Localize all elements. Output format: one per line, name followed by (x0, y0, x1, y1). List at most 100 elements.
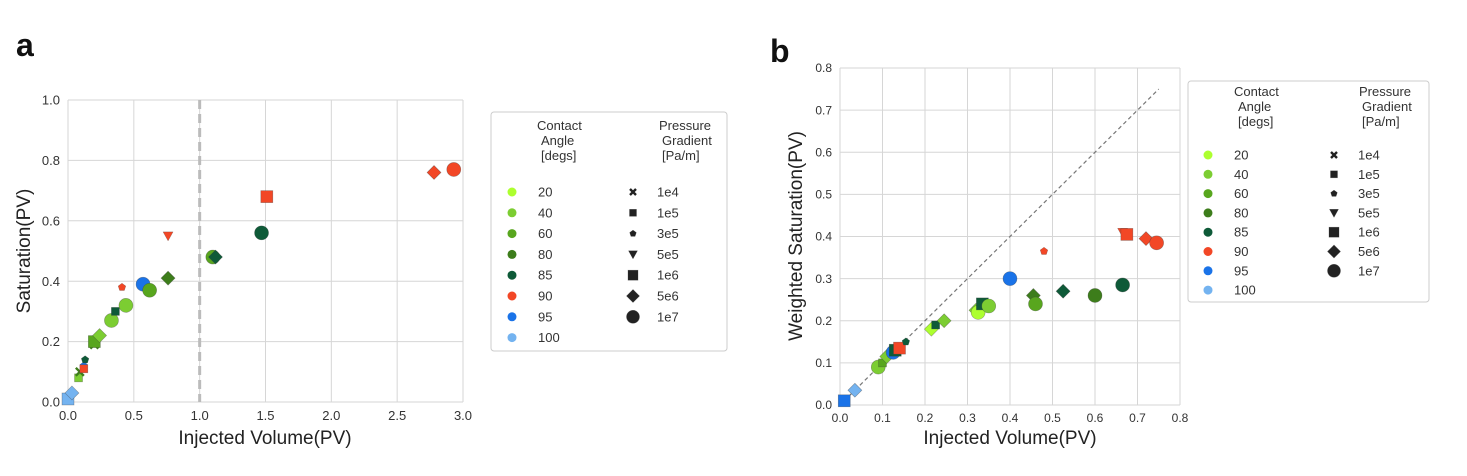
panel-b-x-axis-label: Injected Volume(PV) (923, 428, 1096, 449)
panel-a-legend-angle-header-1: Contact (537, 118, 582, 133)
panel-b-label: b (770, 33, 790, 69)
a-data-point (162, 231, 174, 242)
b-x-tick-label: 0.1 (874, 411, 891, 425)
a-data-point (79, 364, 89, 374)
a-y-tick-label: 0.0 (42, 395, 60, 410)
panel-a-legend-angle-swatch (507, 291, 517, 301)
panel-a-legend-entries: 20 40 60 80 85 90 95 100 1e4 1e5 3e5 5e5 1e6 5e6 1e7 (507, 185, 679, 345)
panel-b-legend-angle-swatch (1203, 247, 1213, 256)
panel-b-legend-angle-label: 95 (1234, 263, 1248, 278)
panel-a-legend: Contact Angle [degs] Pressure Gradient [… (490, 111, 728, 352)
panel-b-legend-angle-label: 85 (1234, 225, 1248, 240)
panel-a-legend-angle-label: 20 (538, 185, 552, 200)
a-x-tick-label: 2.0 (322, 408, 340, 423)
panel-b-legend-angle-label: 60 (1234, 186, 1248, 201)
panel-b-legend-angle-swatch (1203, 208, 1213, 218)
b-x-tick-label: 0.2 (917, 411, 934, 425)
panel-a-legend-angle-label: 85 (538, 268, 552, 283)
b-data-point (981, 298, 997, 314)
panel-b-y-ticks: 0.0 0.1 0.2 0.3 0.4 0.5 0.6 0.7 0.8 (815, 61, 832, 412)
panel-a-legend-pressure-marker (627, 269, 639, 281)
a-y-tick-label: 0.6 (42, 213, 60, 228)
b-data-point (1087, 288, 1103, 303)
b-x-tick-label: 0.4 (1002, 411, 1019, 425)
b-x-tick-label: 0.7 (1129, 411, 1146, 425)
a-data-point (446, 162, 462, 177)
panel-b-legend-pressure-label: 1e7 (1358, 263, 1380, 278)
panel-a-label: a (16, 27, 34, 63)
panel-b-x-ticks: 0.0 0.1 0.2 0.3 0.4 0.5 0.6 0.7 0.8 (832, 411, 1189, 425)
panel-a-legend-angle-swatch (507, 312, 517, 322)
panel-b-legend-pressure-label: 3e5 (1358, 186, 1380, 201)
panel-b-y-axis-label: Weighted Saturation(PV) (786, 131, 807, 341)
panel-a-legend-angle-header-2: Angle (541, 133, 574, 148)
panel-b-legend-pressure-label: 1e5 (1358, 167, 1380, 182)
panel-a-legend-angle-swatch (507, 249, 517, 259)
b-data-point (1002, 271, 1018, 286)
b-x-tick-label: 0.5 (1044, 411, 1061, 425)
panel-b-legend-pressure-header-1: Pressure (1359, 84, 1411, 99)
panel-b-legend-angle-swatch (1203, 266, 1213, 276)
b-data-point (1039, 246, 1049, 255)
a-data-point (208, 249, 223, 265)
b-y-tick-label: 0.6 (815, 145, 832, 159)
panel-b-points (837, 228, 1164, 408)
panel-b-legend-pressure-header-2: Gradient (1362, 99, 1412, 114)
panel-a-y-ticks: 0.0 0.2 0.4 0.6 0.8 1.0 (42, 93, 60, 410)
a-data-point (92, 328, 108, 343)
b-y-tick-label: 0.0 (815, 398, 832, 412)
panel-b-legend-angle-swatch (1203, 285, 1213, 295)
panel-b: b 0.0 0.1 0.2 0.3 0.4 0.5 0.6 0.7 0.8 0.00.10.20… (770, 33, 1189, 449)
b-data-point (1120, 228, 1134, 241)
b-data-point (901, 337, 910, 346)
panel-a-legend-angle-label: 90 (538, 289, 552, 304)
panel-a-legend-pressure-header-1: Pressure (659, 118, 711, 133)
a-data-point (117, 282, 127, 291)
panel-b-legend-pressure-header-3: [Pa/m] (1362, 114, 1400, 129)
b-data-point (936, 313, 952, 329)
a-data-point (142, 282, 157, 298)
a-x-tick-label: 1.0 (191, 408, 209, 423)
panel-b-legend-pressure-marker (1330, 151, 1338, 159)
panel-b-legend-pressure-marker (1329, 209, 1339, 218)
panel-b-legend: Contact Angle [degs] Pressure Gradient [… (1187, 80, 1430, 303)
panel-b-legend-pressure-marker (1328, 226, 1340, 238)
panel-a-legend-pressure-label: 1e5 (657, 205, 679, 220)
b-data-point (1149, 235, 1164, 251)
b-y-tick-label: 0.3 (815, 272, 832, 286)
panel-a-legend-angle-label: 40 (538, 205, 552, 220)
b-x-tick-label: 0.0 (832, 411, 849, 425)
panel-a-legend-pressure-label: 3e5 (657, 226, 679, 241)
b-data-point (1138, 231, 1154, 247)
b-data-point (893, 341, 906, 355)
b-data-point (931, 320, 940, 330)
panel-a-legend-pressure-label: 1e6 (657, 268, 679, 283)
a-data-point (254, 225, 269, 241)
a-data-point (426, 165, 442, 180)
panel-b-legend-entries: 20 40 60 80 85 90 95 100 1e4 1e5 3e5 5e5 1e6 5e6 1e7 (1203, 148, 1380, 298)
a-data-point (260, 190, 274, 203)
b-reference-diagonal-line (839, 88, 1160, 406)
panel-a-legend-angle-swatch (507, 208, 517, 218)
a-y-tick-label: 1.0 (42, 93, 60, 108)
panel-a-legend-angle-swatch (507, 187, 517, 197)
panel-a-legend-pressure-marker (626, 309, 640, 324)
panel-a-legend-pressure-label: 5e6 (657, 289, 679, 304)
panel-b-legend-angle-header-2: Angle (1238, 99, 1271, 114)
panel-b-legend-pressure-label: 5e6 (1358, 244, 1380, 259)
panel-a-legend-angle-header-3: [degs] (541, 148, 576, 163)
b-data-point (847, 382, 863, 398)
panel-a-legend-pressure-marker (629, 188, 637, 196)
a-y-tick-label: 0.8 (42, 153, 60, 168)
a-x-tick-label: 0.5 (125, 408, 143, 423)
b-y-tick-label: 0.4 (815, 230, 832, 244)
a-data-point (64, 385, 80, 401)
panel-b-legend-angle-header-3: [degs] (1238, 114, 1273, 129)
panel-b-legend-angle-header-1: Contact (1234, 84, 1279, 99)
b-y-tick-label: 0.8 (815, 61, 832, 75)
panel-a-legend-pressure-marker (626, 289, 640, 303)
panel-b-legend-angle-swatch (1203, 150, 1213, 160)
panel-b-legend-angle-label: 100 (1234, 283, 1256, 298)
panel-b-legend-angle-label: 20 (1234, 148, 1248, 163)
